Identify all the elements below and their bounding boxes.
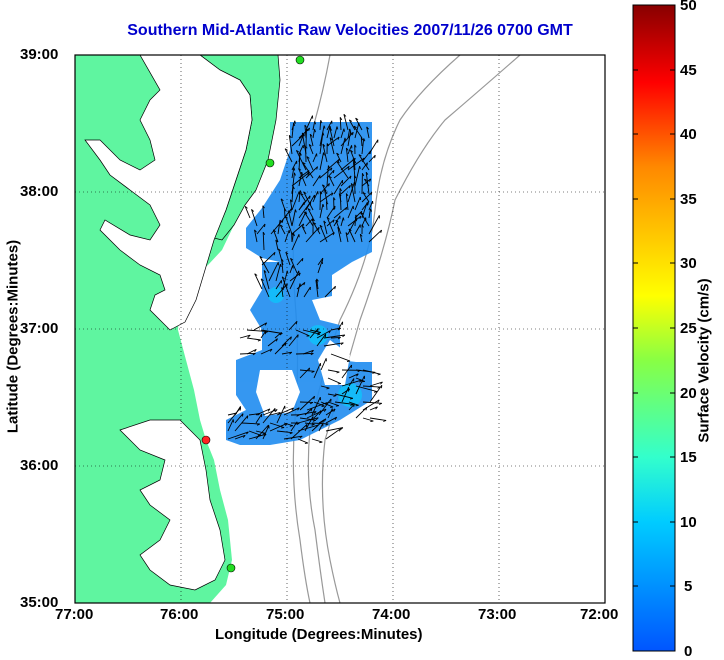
- velocity-arrow-head: [383, 421, 386, 422]
- colorbar-tick-label: 20: [680, 385, 697, 402]
- velocity-arrow-head: [247, 416, 248, 419]
- velocity-arrow-head: [242, 414, 243, 417]
- velocity-arrow: [312, 439, 322, 442]
- velocity-arrow: [355, 176, 356, 194]
- colorbar-tick-label: 35: [680, 191, 697, 208]
- station-marker: [266, 159, 274, 167]
- velocity-arrow-head: [275, 408, 276, 411]
- station-marker: [227, 564, 235, 572]
- colorbar-tick-label: 25: [680, 320, 697, 337]
- x-tick-label: 72:00: [580, 606, 618, 623]
- velocity-arrow-head: [367, 203, 368, 206]
- velocity-arrow: [298, 439, 308, 443]
- colorbar: [633, 5, 675, 651]
- velocity-arrow-head: [336, 406, 339, 407]
- velocity-arrow: [247, 338, 261, 340]
- velocity-arrow-head: [368, 202, 369, 205]
- velocity-arrow-head: [356, 405, 359, 406]
- y-tick-label: 39:00: [20, 46, 58, 63]
- colorbar-tick-label: 5: [684, 578, 692, 595]
- velocity-arrow-head: [322, 261, 323, 264]
- x-tick-label: 73:00: [478, 606, 516, 623]
- colorbar-tick-label: 15: [680, 449, 697, 466]
- velocity-arrow-head: [298, 335, 299, 338]
- velocity-arrow-head: [290, 426, 293, 427]
- station-marker: [296, 56, 304, 64]
- colorbar-tick-label: 50: [680, 0, 697, 14]
- colorbar-tick-label: 45: [680, 62, 697, 79]
- x-tick-label: 74:00: [372, 606, 410, 623]
- x-tick-label: 75:00: [266, 606, 304, 623]
- velocity-arrow-head: [310, 196, 311, 199]
- colorbar-label: Surface Velocity (cm/s): [696, 278, 713, 442]
- velocity-arrow-head: [378, 374, 381, 375]
- y-tick-label: 37:00: [20, 320, 58, 337]
- colorbar-tick-label: 0: [684, 643, 692, 660]
- x-tick-label: 77:00: [55, 606, 93, 623]
- velocity-arrow-head: [287, 284, 288, 287]
- velocity-arrow-head: [258, 340, 261, 341]
- velocity-arrow: [255, 274, 262, 289]
- colorbar-tick-label: 30: [680, 255, 697, 272]
- velocity-arrow-head: [293, 265, 294, 268]
- velocity-arrow-head: [319, 442, 322, 443]
- velocity-arrow-head: [370, 421, 373, 422]
- velocity-arrow-head: [265, 224, 266, 227]
- y-axis-label: Latitude (Degrees:Minutes): [5, 240, 22, 433]
- velocity-arrow-head: [302, 258, 303, 261]
- velocity-arrow-head: [281, 428, 284, 429]
- station-marker: [202, 436, 210, 444]
- y-tick-label: 38:00: [20, 183, 58, 200]
- velocity-arrow-head: [295, 121, 296, 124]
- velocity-arrow-head: [344, 129, 345, 132]
- y-tick-label: 36:00: [20, 457, 58, 474]
- velocity-arrow-head: [289, 230, 290, 233]
- y-tick-label: 35:00: [20, 594, 58, 611]
- x-axis-label: Longitude (Degrees:Minutes): [215, 626, 423, 643]
- x-tick-label: 76:00: [160, 606, 198, 623]
- colorbar-tick-label: 10: [680, 514, 697, 531]
- colorbar-tick-label: 40: [680, 126, 697, 143]
- velocity-arrow-head: [291, 209, 292, 212]
- velocity-arrow: [320, 192, 321, 211]
- velocity-arrow: [306, 128, 307, 146]
- velocity-arrow: [370, 418, 386, 421]
